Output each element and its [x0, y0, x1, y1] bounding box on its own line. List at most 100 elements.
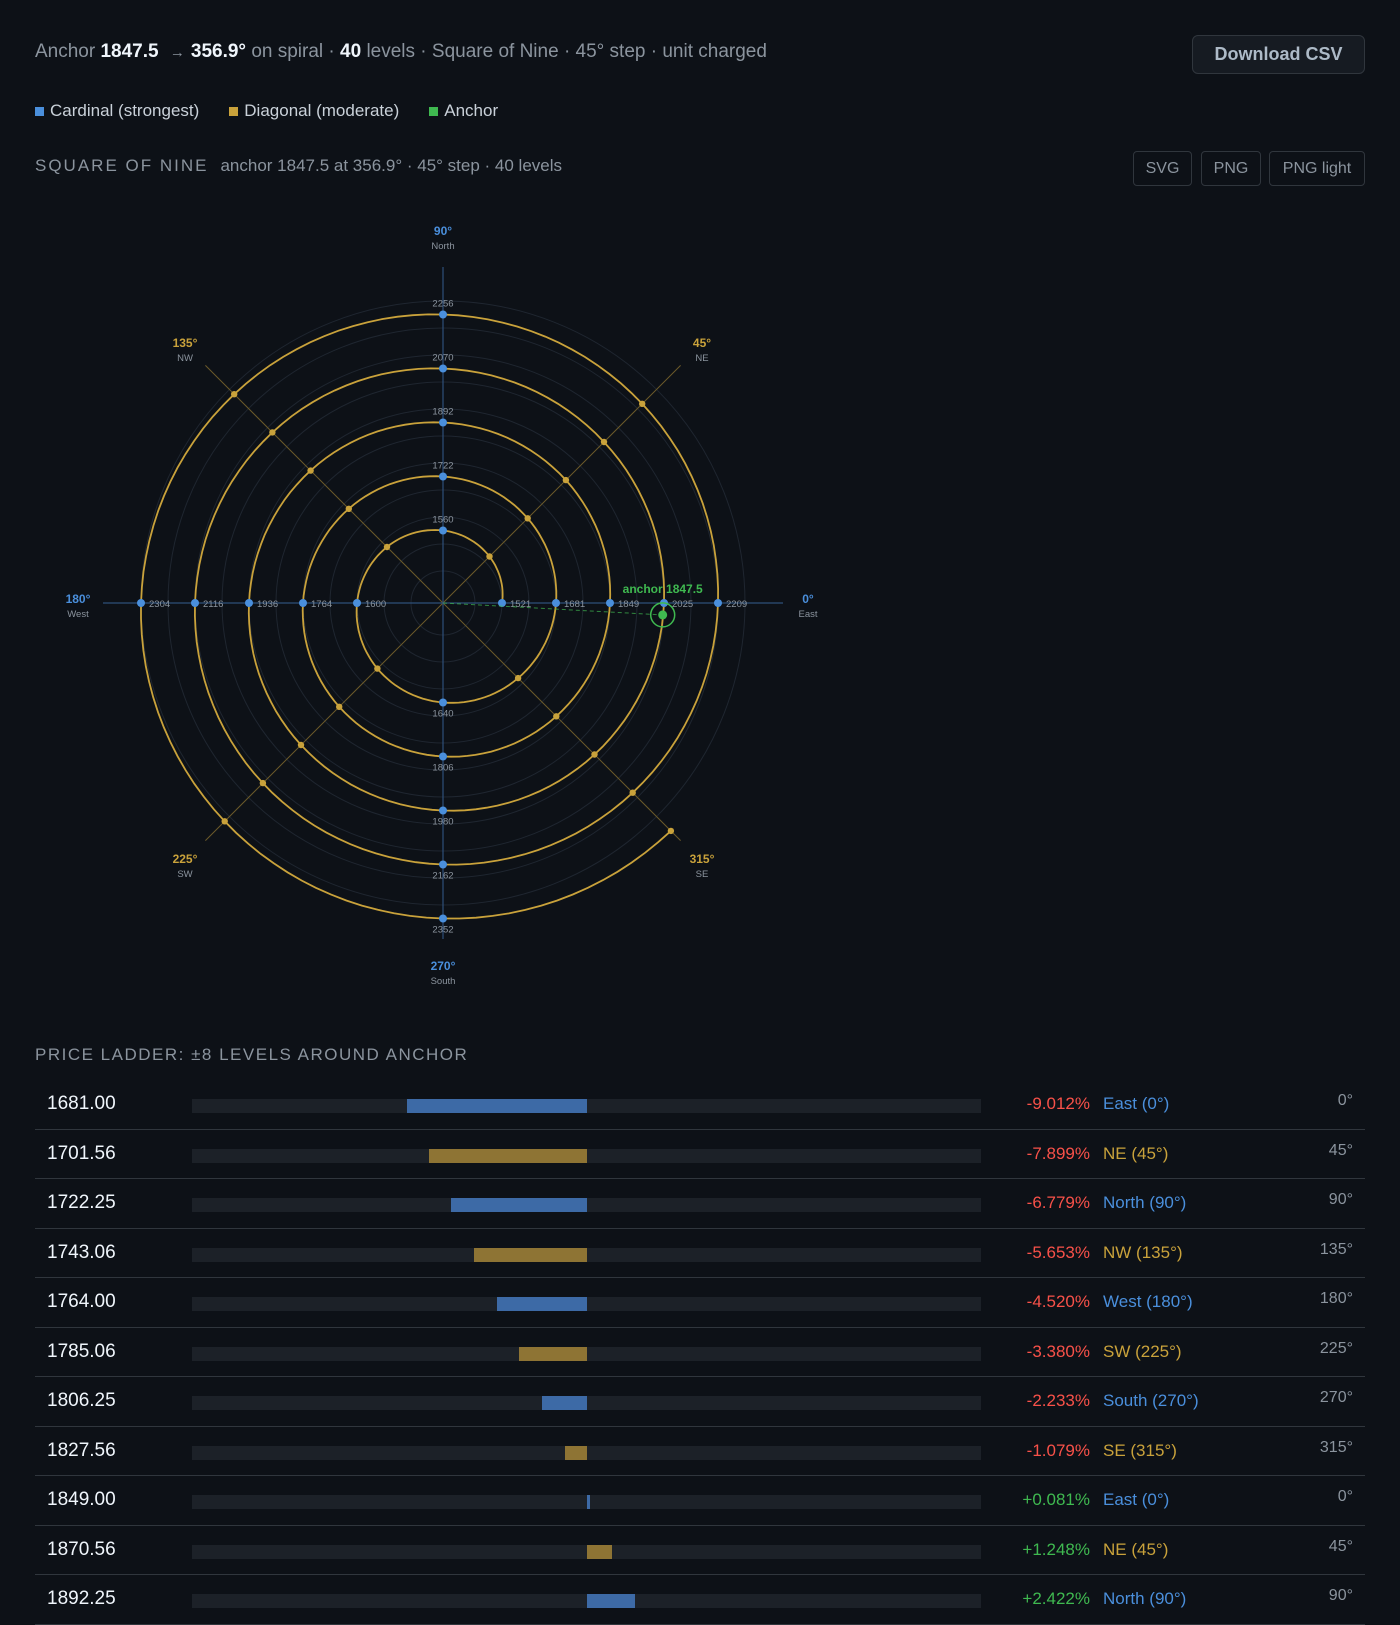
ladder-bar-track: [192, 1445, 981, 1460]
axis-degree-label: 225°: [173, 852, 198, 866]
diagonal-swatch-icon: [229, 106, 239, 116]
ladder-direction: NE (45°): [1103, 1143, 1169, 1163]
legend-item-anchor: Anchor: [429, 101, 498, 121]
diagonal-axis-line: [442, 602, 681, 841]
west-level-label: 1600: [365, 599, 386, 610]
export-png-light-button[interactable]: PNG light: [1269, 151, 1365, 186]
diagonal-level-point: [231, 391, 238, 398]
ladder-degree: 0°: [1337, 1092, 1353, 1109]
cardinal-level-point: [552, 599, 560, 607]
ladder-row: 1764.00 -4.520% West (180°) 180°: [35, 1278, 1365, 1328]
cardinal-swatch-icon: [35, 106, 44, 116]
export-png-button[interactable]: PNG: [1201, 151, 1261, 186]
cardinal-level-point: [137, 599, 145, 607]
ladder-price: 1722.25: [47, 1192, 116, 1213]
diagonal-level-point: [307, 467, 314, 474]
axis-degree-label: 270°: [431, 959, 456, 973]
ladder-bar-track: [192, 1346, 981, 1361]
ladder-price: 1806.25: [47, 1390, 116, 1411]
ladder-bar-track: [192, 1297, 981, 1311]
west-level-label: 1764: [311, 599, 332, 610]
ladder-direction: West (180°): [1103, 1292, 1193, 1311]
cardinal-level-point: [439, 310, 447, 319]
diagonal-level-point: [667, 827, 675, 835]
ladder-bar-track: [192, 1495, 981, 1509]
east-level-label: 1521: [510, 599, 531, 610]
south-level-label: 2352: [432, 925, 453, 936]
ladder-row: 1785.06 -3.380% SW (225°) 225°: [35, 1328, 1365, 1377]
axis-degree-label: 135°: [173, 336, 198, 350]
ladder-row: 1743.06 -5.653% NW (135°) 135°: [35, 1229, 1365, 1278]
diagonal-level-point: [562, 476, 570, 484]
ladder-price: 1764.00: [47, 1291, 116, 1312]
export-svg-button[interactable]: SVG: [1133, 151, 1192, 186]
legend: Cardinal (strongest) Diagonal (moderate)…: [35, 101, 498, 121]
cardinal-level-point: [353, 599, 361, 607]
legend-label: Diagonal (moderate): [244, 101, 400, 120]
cardinal-level-point: [439, 418, 447, 427]
ladder-price: 1849.00: [47, 1489, 116, 1510]
ladder-bar-fill: [473, 1247, 587, 1262]
south-level-label: 2162: [432, 871, 453, 882]
ladder-percent: -6.779%: [1026, 1193, 1090, 1212]
diagonal-level-point: [345, 505, 352, 512]
axis-direction-label: North: [431, 241, 454, 252]
ladder-row: 1681.00 -9.012% East (0°) 0°: [35, 1080, 1365, 1130]
legend-label: Anchor: [444, 101, 499, 120]
cardinal-level-point: [606, 599, 614, 607]
section-title: SQUARE OF NINE: [35, 156, 209, 175]
cardinal-level-point: [439, 364, 447, 373]
ladder-direction: East (0°): [1103, 1490, 1170, 1509]
ladder-bar-track: [192, 1198, 981, 1212]
cardinal-level-point: [439, 860, 447, 869]
square-of-nine-chart: 1521 1681 1849 2025 2209 1560 1722 1892 2070 2256…: [66, 224, 818, 987]
ladder-percent: -9.012%: [1026, 1094, 1090, 1113]
diagonal-level-point: [591, 751, 598, 758]
download-csv-button[interactable]: Download CSV: [1192, 35, 1365, 74]
ladder-percent: +1.248%: [1022, 1539, 1090, 1559]
south-level-label: 1980: [432, 817, 453, 828]
diagonal-level-point: [629, 789, 636, 796]
ladder-price: 1681.00: [47, 1093, 116, 1114]
ladder-percent: -2.233%: [1026, 1391, 1090, 1410]
ladder-bar-fill: [429, 1148, 587, 1163]
cardinal-level-point: [245, 599, 253, 607]
ladder-direction: North (90°): [1103, 1193, 1187, 1212]
axis-direction-label: NE: [695, 353, 708, 364]
ladder-degree: 45°: [1328, 1141, 1353, 1159]
diagonal-level-point: [221, 818, 228, 825]
ladder-price: 1743.06: [47, 1241, 116, 1263]
north-level-label: 2256: [432, 299, 453, 310]
summary-angle-value: 356.9°: [190, 41, 247, 62]
east-level-label: 2025: [672, 599, 693, 610]
north-level-label: 1892: [432, 407, 453, 418]
ladder-percent: +2.422%: [1022, 1589, 1090, 1608]
ladder-row: 1701.56 -7.899% NE (45°) 45°: [35, 1130, 1365, 1179]
ladder-row: 1827.56 -1.079% SE (315°) 315°: [35, 1427, 1365, 1476]
cardinal-level-point: [439, 752, 447, 761]
diagonal-level-point: [514, 674, 522, 682]
diagonal-level-point: [383, 543, 391, 551]
north-level-label: 1560: [432, 515, 453, 526]
diagonal-level-point: [486, 553, 493, 560]
ladder-price: 1785.06: [47, 1340, 116, 1362]
axis-direction-label: East: [798, 609, 817, 620]
cardinal-level-point: [191, 599, 199, 607]
ladder-degree: 270°: [1319, 1389, 1353, 1406]
axis-degree-label: 0°: [802, 592, 814, 606]
diagonal-axis-line: [205, 602, 444, 841]
ladder-row: 1722.25 -6.779% North (90°) 90°: [35, 1179, 1365, 1229]
anchor-label: anchor 1847.5: [623, 582, 703, 596]
anchor-ring: [649, 602, 676, 628]
anchor-point: [658, 610, 668, 620]
ladder-bar-fill: [587, 1594, 636, 1608]
ladder-direction: North (90°): [1103, 1589, 1187, 1608]
ladder-bar-track: [192, 1594, 981, 1608]
ladder-degree: 180°: [1319, 1290, 1353, 1307]
diagonal-level-point: [336, 703, 343, 710]
diagonal-level-point: [524, 515, 531, 522]
axis-direction-label: SE: [696, 869, 709, 880]
ladder-percent: -4.520%: [1026, 1292, 1090, 1311]
legend-item-diagonal: Diagonal (moderate): [229, 101, 399, 121]
ladder-degree: 90°: [1328, 1587, 1353, 1604]
